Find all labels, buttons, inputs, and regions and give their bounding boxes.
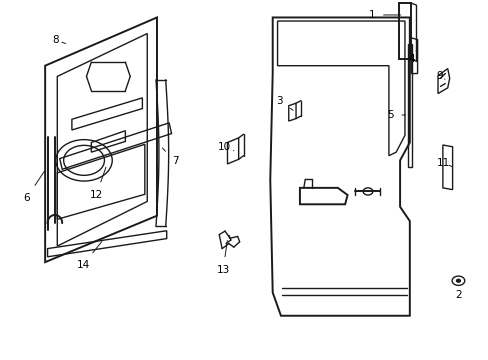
Text: 2: 2: [454, 280, 461, 300]
Text: 14: 14: [76, 242, 102, 270]
Text: 1: 1: [368, 10, 400, 20]
Circle shape: [456, 279, 459, 282]
Text: 3: 3: [276, 96, 292, 111]
Text: 11: 11: [436, 158, 452, 168]
Text: 6: 6: [23, 170, 45, 203]
Text: 5: 5: [386, 110, 405, 120]
Text: 9: 9: [436, 71, 444, 81]
Text: 13: 13: [216, 240, 229, 275]
Text: 7: 7: [162, 148, 179, 166]
Text: 4: 4: [407, 51, 415, 64]
Text: 8: 8: [52, 35, 65, 45]
Text: 12: 12: [89, 167, 106, 200]
Text: 10: 10: [217, 142, 233, 152]
